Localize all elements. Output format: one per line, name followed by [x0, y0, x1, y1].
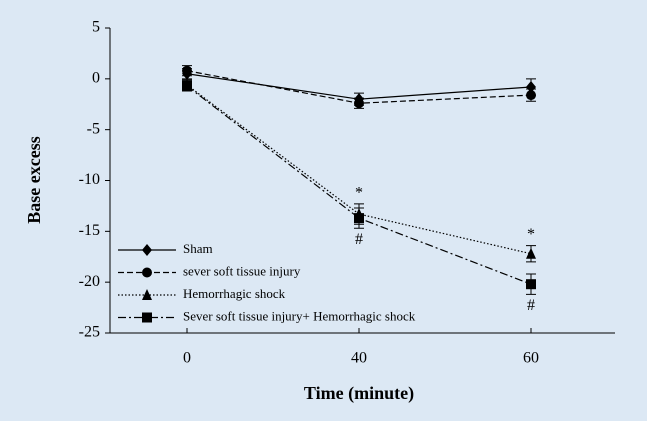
- marker: [142, 289, 152, 300]
- annotation: *: [355, 185, 363, 202]
- marker: [354, 213, 364, 224]
- legend-label: sever soft tissue injury: [183, 263, 301, 278]
- y-tick-label: -5: [87, 120, 100, 137]
- annotation: #: [527, 297, 535, 314]
- y-tick-label: -15: [79, 222, 100, 239]
- series-line: [186, 84, 532, 255]
- marker: [142, 267, 152, 278]
- y-axis-title: Base excess: [24, 136, 44, 223]
- marker: [526, 279, 536, 290]
- marker: [526, 80, 536, 93]
- annotation: #: [355, 231, 363, 248]
- marker: [142, 244, 152, 256]
- marker: [526, 90, 536, 101]
- series-line: [186, 85, 532, 285]
- legend-label: Sham: [183, 241, 213, 256]
- legend-label: Hemorrhagic shock: [183, 286, 286, 301]
- x-axis-title: Time (minute): [304, 383, 414, 404]
- y-tick-label: -20: [79, 273, 100, 290]
- y-tick-label: 5: [92, 19, 100, 36]
- marker: [142, 312, 152, 323]
- x-tick-label: 60: [523, 350, 539, 367]
- marker: [182, 80, 192, 91]
- legend-label: Sever soft tissue injury+ Hemorrhagic sh…: [183, 308, 416, 323]
- marker: [526, 247, 536, 259]
- y-tick-label: 0: [92, 70, 100, 87]
- marker: [182, 65, 192, 76]
- annotation: *: [527, 226, 535, 243]
- y-tick-label: -10: [79, 171, 100, 188]
- marker: [354, 98, 364, 109]
- x-tick-label: 0: [183, 350, 191, 367]
- y-tick-label: -25: [79, 324, 100, 341]
- x-tick-label: 40: [351, 350, 367, 367]
